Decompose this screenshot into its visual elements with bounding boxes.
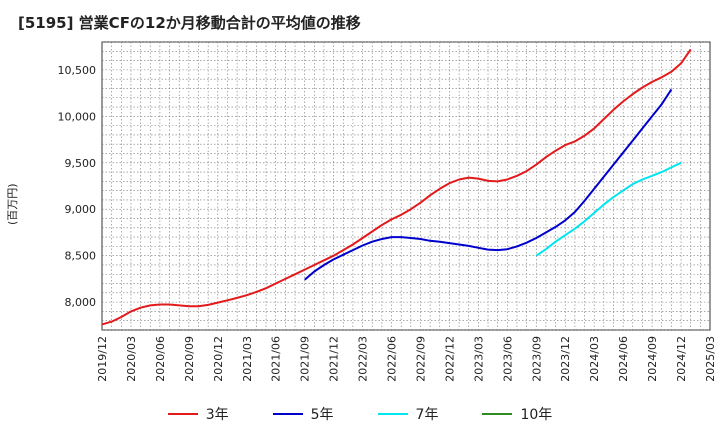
legend-label-7y: 7年 (415, 407, 439, 423)
x-tick-label: 2020/09 (183, 336, 196, 382)
x-tick-label: 2021/12 (328, 336, 341, 382)
legend-swatch-10y (482, 413, 513, 415)
legend-swatch-5y (272, 413, 303, 415)
x-tick-label: 2020/12 (212, 336, 225, 382)
legend-swatch-3y (167, 413, 198, 415)
x-tick-label: 2025/03 (704, 336, 717, 382)
x-tick-label: 2023/09 (530, 336, 543, 382)
x-tick-label: 2021/06 (270, 336, 283, 382)
x-tick-label: 2024/09 (646, 336, 659, 382)
x-tick-label: 2019/12 (96, 336, 109, 382)
x-tick-label: 2021/09 (299, 336, 312, 382)
legend-label-10y: 10年 (520, 407, 553, 423)
chart-title: [5195] 営業CFの12か月移動合計の平均値の推移 (18, 14, 361, 32)
legend-item-5y: 5年 (272, 404, 334, 424)
y-tick-label: 9,500 (65, 157, 97, 170)
legend-item-10y: 10年 (482, 404, 552, 424)
x-tick-label: 2020/06 (154, 336, 167, 382)
legend-swatch-7y (377, 413, 408, 415)
legend-label-3y: 3年 (205, 407, 229, 423)
series-line-3 (535, 161, 682, 257)
x-tick-label: 2021/03 (241, 336, 254, 382)
legend-item-7y: 7年 (377, 404, 439, 424)
series-line-2 (304, 88, 673, 281)
legend-item-3y: 3年 (167, 404, 229, 424)
y-tick-label: 8,000 (65, 296, 97, 309)
y-tick-label: 8,500 (65, 250, 97, 263)
x-tick-label: 2024/06 (617, 336, 630, 382)
series-line-1 (101, 48, 692, 326)
x-tick-label: 2022/06 (386, 336, 399, 382)
y-tick-label: 10,000 (58, 110, 97, 123)
x-tick-label: 2022/12 (443, 336, 456, 382)
x-tick-label: 2024/12 (675, 336, 688, 382)
y-tick-label: 9,000 (65, 203, 97, 216)
plot-area (101, 41, 711, 331)
legend-label-5y: 5年 (310, 407, 334, 423)
x-tick-label: 2022/03 (357, 336, 370, 382)
x-tick-label: 2024/03 (588, 336, 601, 382)
x-tick-label: 2022/09 (414, 336, 427, 382)
chart-legend: 3年 5年 7年 10年 (0, 404, 720, 424)
y-tick-label: 10,500 (58, 64, 97, 77)
x-tick-label: 2023/12 (559, 336, 572, 382)
x-tick-label: 2023/03 (472, 336, 485, 382)
x-tick-label: 2020/03 (125, 336, 138, 382)
x-tick-label: 2023/06 (501, 336, 514, 382)
